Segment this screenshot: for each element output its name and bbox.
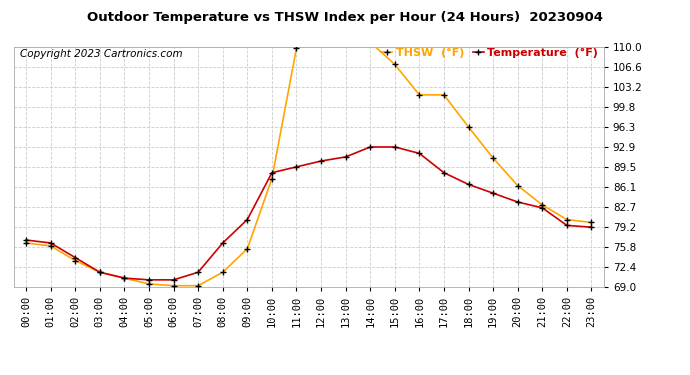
Temperature  (°F) [415, 151, 424, 156]
Temperature  (°F) [194, 270, 202, 274]
THSW  (°F) [268, 176, 276, 181]
THSW  (°F) [513, 183, 522, 188]
THSW  (°F) [317, 39, 325, 43]
Temperature  (°F) [489, 191, 497, 195]
THSW  (°F) [293, 46, 301, 50]
Temperature  (°F) [145, 278, 153, 282]
THSW  (°F) [170, 284, 178, 288]
Temperature  (°F) [170, 278, 178, 282]
Temperature  (°F) [96, 270, 104, 274]
THSW  (°F) [120, 276, 128, 280]
THSW  (°F) [366, 40, 375, 45]
Temperature  (°F) [391, 145, 399, 149]
THSW  (°F) [563, 217, 571, 222]
Temperature  (°F) [268, 171, 276, 175]
THSW  (°F) [243, 247, 251, 251]
THSW  (°F) [440, 93, 448, 97]
Temperature  (°F) [71, 255, 79, 260]
Text: Outdoor Temperature vs THSW Index per Hour (24 Hours)  20230904: Outdoor Temperature vs THSW Index per Ho… [87, 11, 603, 24]
Temperature  (°F) [317, 159, 325, 163]
Temperature  (°F) [587, 225, 595, 230]
Line: THSW  (°F): THSW (°F) [23, 38, 595, 289]
Temperature  (°F) [342, 154, 350, 159]
THSW  (°F) [46, 244, 55, 248]
THSW  (°F) [194, 284, 202, 288]
Temperature  (°F) [243, 217, 251, 222]
THSW  (°F) [415, 93, 424, 97]
Temperature  (°F) [22, 238, 30, 242]
Temperature  (°F) [293, 165, 301, 169]
THSW  (°F) [71, 258, 79, 263]
Temperature  (°F) [219, 241, 227, 245]
Line: Temperature  (°F): Temperature (°F) [23, 144, 595, 284]
Temperature  (°F) [46, 241, 55, 245]
Text: Copyright 2023 Cartronics.com: Copyright 2023 Cartronics.com [20, 49, 182, 59]
THSW  (°F) [587, 220, 595, 225]
Temperature  (°F) [563, 223, 571, 228]
THSW  (°F) [96, 270, 104, 274]
THSW  (°F) [489, 156, 497, 160]
Temperature  (°F) [120, 276, 128, 280]
THSW  (°F) [22, 241, 30, 245]
THSW  (°F) [219, 270, 227, 274]
THSW  (°F) [464, 125, 473, 129]
THSW  (°F) [342, 39, 350, 43]
THSW  (°F) [391, 62, 399, 67]
Temperature  (°F) [538, 206, 546, 210]
Temperature  (°F) [440, 171, 448, 175]
Temperature  (°F) [513, 200, 522, 204]
Temperature  (°F) [464, 182, 473, 187]
THSW  (°F) [145, 282, 153, 286]
Legend: THSW  (°F), Temperature  (°F): THSW (°F), Temperature (°F) [381, 48, 598, 58]
THSW  (°F) [538, 202, 546, 207]
Temperature  (°F) [366, 145, 375, 149]
